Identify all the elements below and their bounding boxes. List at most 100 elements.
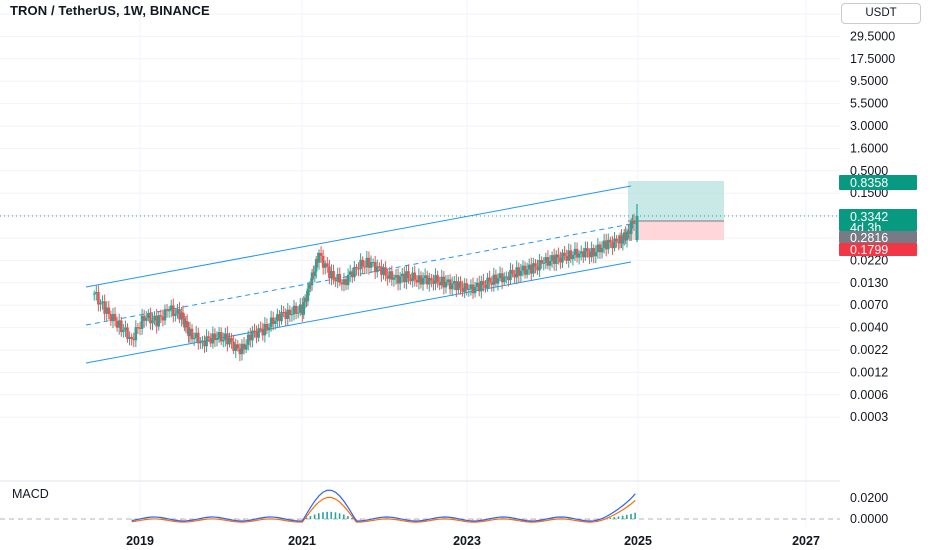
candle-body xyxy=(346,274,350,286)
macd-histogram-bar xyxy=(326,511,328,519)
candle-body xyxy=(234,344,238,351)
candle-body xyxy=(332,271,335,280)
candle-body xyxy=(159,315,163,317)
candle-body xyxy=(97,292,100,305)
candle-body xyxy=(92,293,96,295)
candle-body xyxy=(292,305,296,315)
channel-upper-line[interactable] xyxy=(85,185,632,288)
candle-body xyxy=(588,251,591,258)
candle-body xyxy=(565,256,568,261)
macd-histogram-bar xyxy=(613,517,616,519)
macd-histogram-bar xyxy=(317,513,320,519)
target-zone[interactable] xyxy=(628,181,724,221)
candle-body xyxy=(353,266,356,278)
candle-body xyxy=(296,312,300,314)
price-tick-label: 0.0022 xyxy=(850,343,888,357)
candle-body xyxy=(203,340,206,347)
candle-body xyxy=(194,332,198,338)
candle-body xyxy=(144,317,148,321)
candle-body xyxy=(149,313,152,324)
macd-histogram-bar xyxy=(322,512,324,519)
candle-body xyxy=(165,309,169,311)
candle-body xyxy=(392,277,396,280)
candle-body xyxy=(394,275,398,278)
candle-body xyxy=(388,271,392,279)
candle-body xyxy=(469,284,473,289)
candle-body xyxy=(494,274,498,284)
candle-body xyxy=(207,336,210,338)
candle-body xyxy=(205,336,208,347)
candle-body xyxy=(271,317,275,325)
candle-body xyxy=(201,340,204,342)
price-tick-label: 17.5000 xyxy=(850,52,895,66)
candle-body xyxy=(232,341,235,351)
candle-body xyxy=(303,297,307,303)
price-tick-label: 9.5000 xyxy=(850,74,888,88)
macd-histogram-bar xyxy=(621,515,624,519)
candle-body xyxy=(632,220,636,224)
stop-zone[interactable] xyxy=(628,221,724,240)
candle-body xyxy=(103,301,106,314)
candle-body xyxy=(107,307,111,315)
currency-button[interactable]: USDT xyxy=(841,3,921,24)
candle-body xyxy=(261,328,265,336)
macd-histogram-bar xyxy=(305,517,308,519)
candle-body xyxy=(532,263,535,274)
candle-body xyxy=(176,309,179,314)
macd-histogram-bar xyxy=(309,516,312,519)
candle-body xyxy=(199,341,202,344)
candle-body xyxy=(117,320,121,328)
candle-body xyxy=(544,257,548,263)
candle-body xyxy=(142,315,146,321)
candle-body xyxy=(452,281,456,284)
candle-body xyxy=(323,263,327,268)
candlestick-series xyxy=(92,204,639,362)
candle-body xyxy=(357,268,360,270)
macd-axis[interactable]: 0.0200 0.0000 xyxy=(850,491,888,526)
candle-body xyxy=(380,266,383,275)
candle-body xyxy=(298,304,302,313)
candle-body xyxy=(602,240,606,248)
candle-body xyxy=(369,262,373,268)
candle-body xyxy=(455,281,458,291)
candle-body xyxy=(477,282,481,292)
candle-body xyxy=(488,277,491,282)
candle-body xyxy=(371,261,375,263)
candle-body xyxy=(606,239,610,250)
price-tick-label: 0.0012 xyxy=(850,365,888,379)
candle-body xyxy=(317,252,321,263)
candle-body xyxy=(400,273,404,277)
candle-body xyxy=(136,327,140,329)
candle-body xyxy=(590,248,593,258)
candle-body xyxy=(529,264,533,274)
candle-body xyxy=(253,330,256,332)
macd-indicator-label[interactable]: MACD xyxy=(12,487,49,501)
channel-lower-line[interactable] xyxy=(85,261,632,364)
channel-middle-line[interactable] xyxy=(85,223,632,326)
candle-body xyxy=(613,238,616,249)
candle-body xyxy=(584,248,587,258)
price-tick-label: 0.0040 xyxy=(850,321,888,335)
candle-body xyxy=(375,266,379,273)
candle-body xyxy=(557,254,560,258)
time-tick-label: 2027 xyxy=(792,534,820,548)
candle-body xyxy=(257,328,260,338)
candle-body xyxy=(236,344,240,349)
candle-body xyxy=(390,271,394,280)
candle-body xyxy=(427,277,431,285)
candle-body xyxy=(147,313,150,318)
candle-body xyxy=(178,309,181,320)
candle-body xyxy=(563,252,566,257)
time-axis[interactable]: 2019 2021 2023 2025 2027 xyxy=(126,534,820,548)
candle-body xyxy=(180,312,183,320)
candle-body xyxy=(523,265,527,275)
candle-body xyxy=(273,320,277,325)
candle-body xyxy=(417,275,421,283)
candle-body xyxy=(151,320,154,324)
candle-body xyxy=(219,332,223,342)
candle-body xyxy=(240,343,244,355)
candle-body xyxy=(185,321,189,328)
candle-body xyxy=(459,281,462,288)
candle-body xyxy=(124,327,127,331)
